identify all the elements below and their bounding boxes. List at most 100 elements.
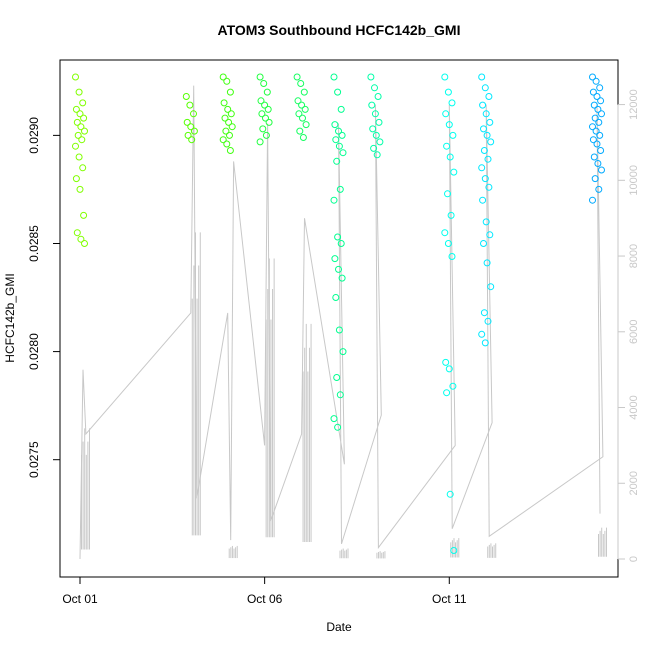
data-point <box>484 317 492 325</box>
data-point <box>370 144 378 152</box>
data-point <box>367 73 375 81</box>
data-point <box>76 110 84 118</box>
data-point <box>225 118 233 126</box>
data-point <box>79 99 87 107</box>
data-point <box>478 73 486 81</box>
data-point <box>72 105 80 113</box>
data-point <box>80 114 88 122</box>
data-point <box>374 93 382 100</box>
data-point <box>335 265 342 273</box>
data-point <box>260 80 268 87</box>
data-point <box>334 233 342 241</box>
data-point <box>592 127 600 135</box>
data-point <box>447 211 455 219</box>
data-point <box>444 88 452 96</box>
data-point <box>480 147 488 154</box>
data-point <box>376 138 384 146</box>
x-tick-label: Oct 11 <box>432 592 467 606</box>
data-point <box>334 88 342 96</box>
data-point <box>295 110 303 118</box>
data-point <box>478 164 486 172</box>
data-point <box>299 134 307 141</box>
data-point <box>591 114 599 122</box>
data-point <box>369 125 377 133</box>
data-point <box>226 131 233 139</box>
data-point <box>301 105 309 113</box>
data-point <box>331 121 339 129</box>
data-point <box>335 127 342 135</box>
data-point <box>72 142 79 150</box>
data-point <box>591 175 599 183</box>
data-point <box>262 114 269 122</box>
data-point <box>450 168 458 176</box>
data-point <box>299 114 306 122</box>
data-point <box>596 131 604 139</box>
data-point <box>261 101 269 109</box>
data-point <box>442 110 450 118</box>
data-point <box>598 166 605 174</box>
data-point <box>262 131 270 139</box>
data-point <box>258 110 266 118</box>
data-point <box>589 196 596 204</box>
data-point <box>78 136 86 144</box>
data-point <box>589 88 597 96</box>
data-point <box>332 294 340 301</box>
data-point <box>223 77 231 85</box>
data-point <box>74 131 82 139</box>
data-point <box>336 185 344 193</box>
y-right-tick-label: 12000 <box>628 89 640 120</box>
data-point <box>444 240 452 247</box>
data-point <box>190 127 198 135</box>
data-point <box>337 105 345 113</box>
data-point <box>190 110 197 118</box>
data-point <box>298 101 306 109</box>
data-point <box>259 125 267 133</box>
data-point <box>226 147 234 154</box>
data-point <box>368 101 376 109</box>
data-point <box>449 131 457 139</box>
data-point <box>594 105 602 113</box>
data-point <box>597 97 605 105</box>
data-point <box>300 88 308 96</box>
data-point <box>443 142 451 150</box>
data-point <box>226 88 234 96</box>
data-point <box>81 240 88 247</box>
data-point <box>223 140 231 148</box>
data-point <box>335 142 343 150</box>
data-point <box>256 73 264 81</box>
data-point <box>479 196 487 204</box>
data-point <box>483 259 491 267</box>
data-point <box>487 138 495 146</box>
y-left-tick-label: 0.0275 <box>27 441 41 478</box>
data-point <box>296 127 304 135</box>
data-point <box>589 73 596 81</box>
data-point <box>73 118 81 126</box>
data-point <box>479 101 487 109</box>
data-point <box>219 136 227 144</box>
point-series <box>72 73 605 554</box>
data-point <box>332 136 340 144</box>
data-point <box>222 127 230 135</box>
data-point <box>76 185 84 193</box>
data-point <box>482 218 490 226</box>
y-axis-right: 0 2000 4000 6000 8000 10000 12000 <box>617 89 640 562</box>
data-point <box>595 185 603 193</box>
data-point <box>227 110 235 118</box>
data-point <box>445 365 453 373</box>
data-point <box>256 138 264 146</box>
data-point <box>593 140 601 148</box>
data-point <box>443 389 451 397</box>
data-point <box>482 110 490 118</box>
data-point <box>372 131 380 139</box>
data-point <box>448 253 456 260</box>
data-point <box>446 153 454 161</box>
data-point <box>330 415 338 423</box>
y-right-tick-label: 2000 <box>628 471 640 495</box>
data-point <box>220 99 228 107</box>
line-series <box>79 85 607 560</box>
x-tick-label: Oct 06 <box>247 592 283 606</box>
data-point <box>294 97 302 105</box>
y-left-tick-label: 0.0290 <box>27 117 41 154</box>
data-point <box>597 147 605 154</box>
data-point <box>72 175 80 183</box>
